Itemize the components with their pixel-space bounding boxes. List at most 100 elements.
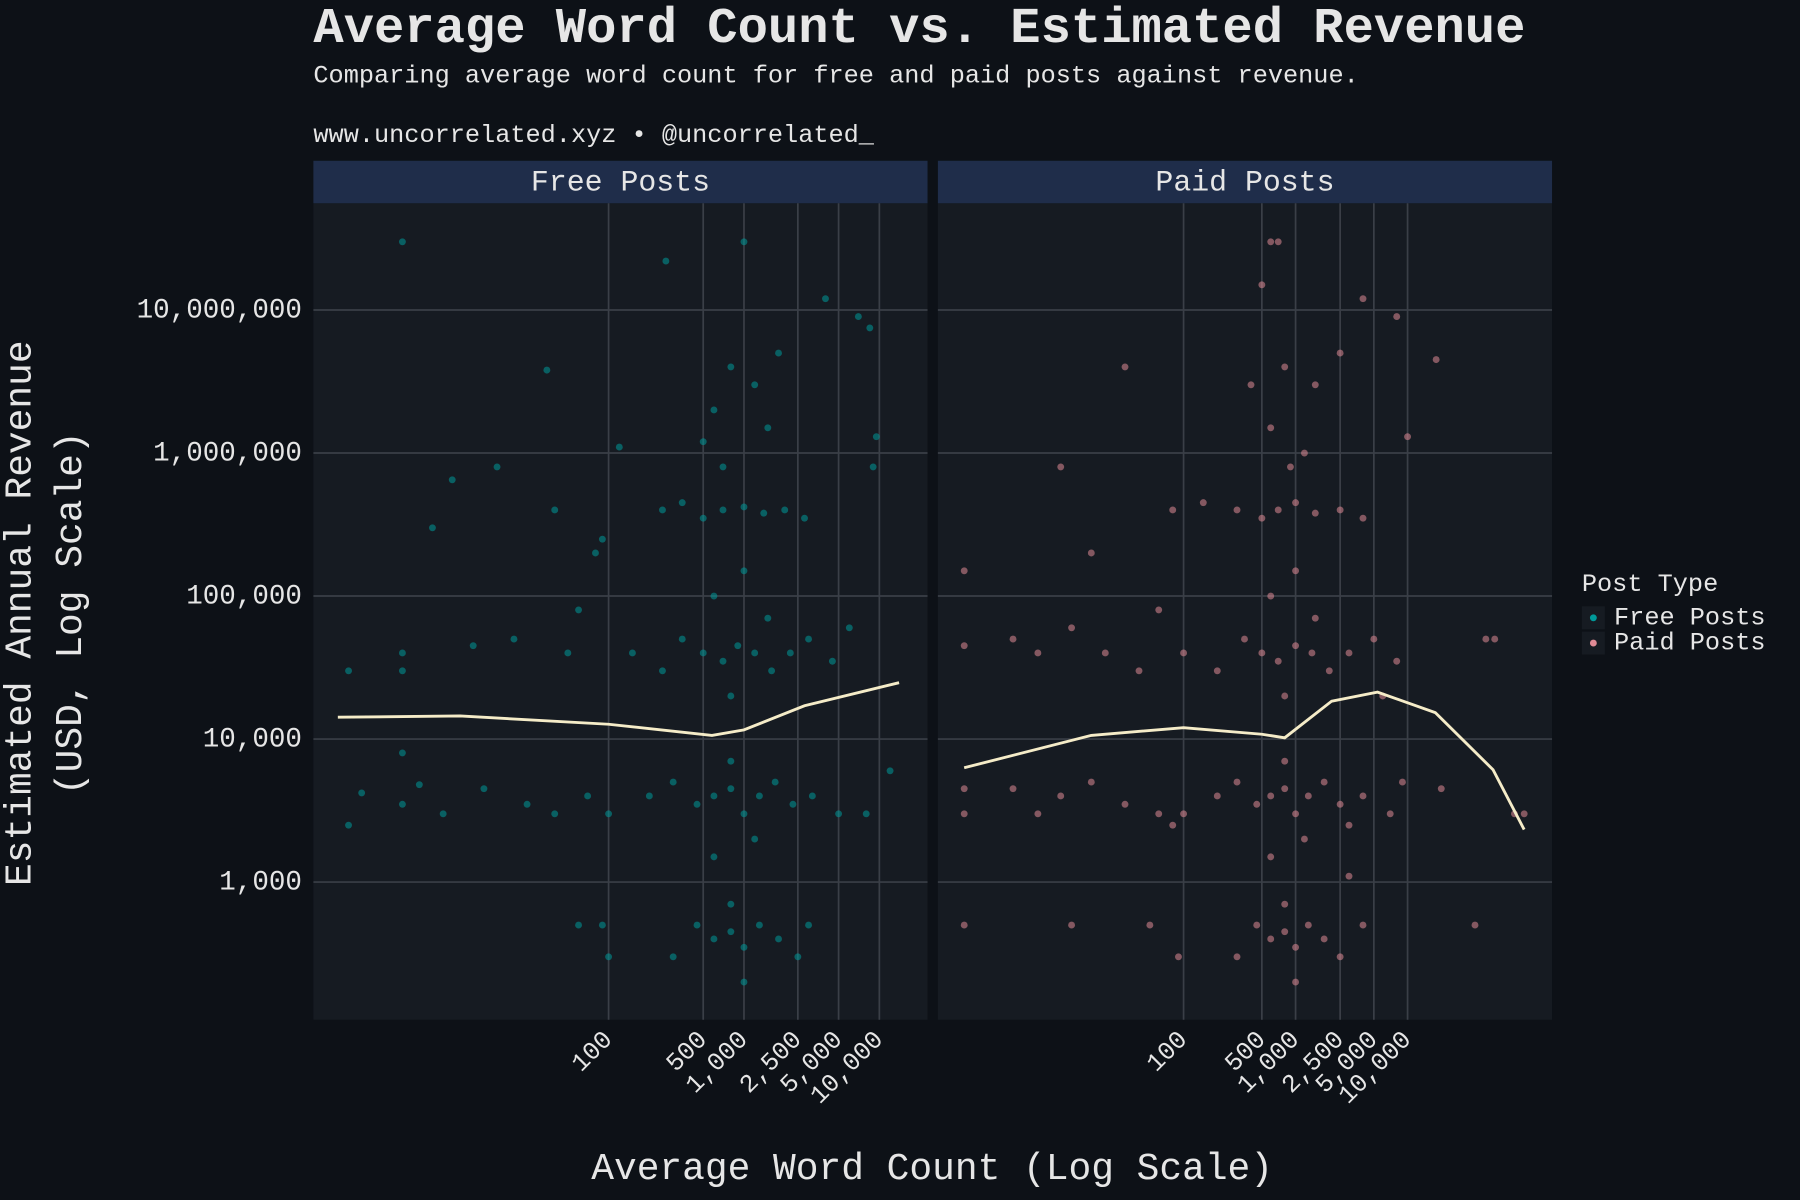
- point: [719, 506, 727, 514]
- point: [1345, 872, 1353, 880]
- point: [693, 800, 701, 808]
- point: [1359, 792, 1367, 800]
- point: [727, 900, 735, 908]
- point: [439, 810, 447, 818]
- y-tick-label: 1,000: [219, 867, 302, 898]
- point: [1287, 463, 1294, 471]
- point: [493, 463, 501, 471]
- y-axis-title-line: Estimated Annual Revenue: [0, 340, 43, 886]
- point: [727, 757, 735, 765]
- point: [710, 792, 718, 800]
- point: [740, 567, 748, 575]
- point: [398, 667, 406, 675]
- legend-marker: [1589, 639, 1597, 647]
- point: [808, 792, 816, 800]
- point: [1057, 792, 1065, 800]
- point: [740, 943, 748, 951]
- point: [1393, 657, 1401, 665]
- point: [1281, 363, 1289, 371]
- point: [1267, 238, 1275, 246]
- point: [1267, 424, 1275, 432]
- trend-line: [337, 681, 900, 737]
- strip-label: Paid Posts: [1155, 165, 1334, 199]
- point: [1274, 238, 1282, 246]
- point: [1175, 953, 1182, 961]
- point: [1258, 649, 1266, 657]
- point: [768, 667, 776, 675]
- strip: [313, 160, 928, 204]
- caption: www.uncorrelated.xyz • @uncorrelated_: [313, 121, 874, 150]
- point: [1180, 649, 1188, 657]
- point: [781, 506, 789, 514]
- point: [645, 792, 653, 800]
- point: [1336, 800, 1344, 808]
- point: [960, 567, 968, 575]
- point: [740, 503, 748, 511]
- point: [775, 349, 782, 357]
- point: [669, 778, 677, 786]
- point: [678, 499, 686, 507]
- point: [869, 463, 877, 471]
- point: [845, 624, 853, 632]
- point: [1281, 785, 1289, 793]
- point: [866, 324, 874, 332]
- point: [755, 921, 763, 929]
- point: [751, 835, 759, 843]
- point: [415, 781, 423, 789]
- point: [1359, 921, 1367, 929]
- point: [1359, 514, 1367, 522]
- point: [740, 238, 748, 246]
- point: [1491, 635, 1499, 643]
- point: [1233, 953, 1241, 961]
- point: [828, 657, 836, 665]
- chart-title: Average Word Count vs. Estimated Revenue: [313, 1, 1525, 58]
- point: [1009, 785, 1017, 793]
- point: [1336, 953, 1344, 961]
- point: [719, 463, 727, 471]
- point: [960, 921, 968, 929]
- legend-label: Paid Posts: [1614, 629, 1766, 658]
- point: [1034, 810, 1042, 818]
- point: [543, 366, 551, 374]
- point: [960, 810, 968, 818]
- point: [1169, 506, 1177, 514]
- point: [1300, 449, 1308, 457]
- point: [1247, 381, 1255, 389]
- point: [448, 476, 456, 484]
- point: [1146, 921, 1154, 929]
- point: [1308, 649, 1316, 657]
- point: [1471, 921, 1479, 929]
- panel-background: [313, 203, 928, 1020]
- point: [669, 953, 677, 961]
- point: [1267, 592, 1275, 600]
- point: [551, 810, 559, 818]
- point: [1320, 935, 1328, 943]
- y-tick-label: 100,000: [186, 581, 302, 612]
- point: [1258, 514, 1266, 522]
- legend-label: Free Posts: [1614, 603, 1766, 632]
- point: [1155, 606, 1163, 614]
- point: [1520, 810, 1528, 818]
- point: [1311, 614, 1319, 622]
- point: [1180, 810, 1188, 818]
- point: [628, 649, 636, 657]
- point: [710, 406, 718, 414]
- legend-title: Post Type: [1582, 570, 1718, 599]
- point: [398, 800, 406, 808]
- point: [801, 514, 808, 522]
- point: [598, 921, 606, 929]
- point: [358, 789, 366, 797]
- point: [1437, 785, 1445, 793]
- point: [960, 785, 968, 793]
- point: [1253, 921, 1261, 929]
- point: [854, 313, 862, 321]
- point: [1101, 649, 1109, 657]
- point: [764, 424, 772, 432]
- point: [751, 381, 759, 389]
- point: [771, 778, 779, 786]
- point: [1274, 657, 1282, 665]
- trend-line: [963, 690, 1526, 831]
- point: [1253, 800, 1261, 808]
- point: [564, 649, 572, 657]
- point: [699, 438, 707, 446]
